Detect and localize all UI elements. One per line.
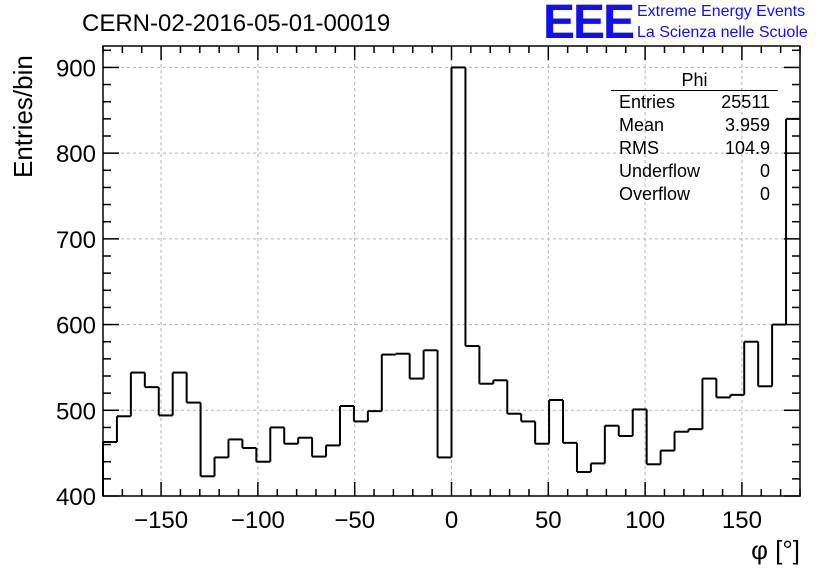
x-tick-label: 50 (535, 507, 562, 534)
stat-value: 104.9 (724, 138, 770, 158)
stat-label: Entries (619, 92, 676, 112)
eee-logo: EEE (543, 0, 635, 49)
x-tick-label: 150 (722, 507, 762, 534)
y-tick-label: 800 (56, 141, 96, 168)
stat-label: RMS (619, 138, 659, 158)
y-tick-label: 400 (56, 484, 96, 511)
stat-value: 3.959 (724, 115, 770, 135)
stat-row-underflow: Underflow 0 (611, 160, 778, 183)
x-tick-label: −100 (231, 507, 285, 534)
y-tick-label: 500 (56, 398, 96, 425)
stat-label: Overflow (619, 184, 691, 204)
x-tick-label: 100 (625, 507, 665, 534)
stat-row-entries: Entries 25511 (611, 91, 778, 114)
x-tick-label: −50 (334, 507, 375, 534)
y-tick-label: 700 (56, 227, 96, 254)
stat-row-mean: Mean 3.959 (611, 114, 778, 137)
stats-box: Phi Entries 25511 Mean 3.959 RMS 104.9 U… (611, 70, 778, 206)
y-axis-label: Entries/bin (8, 55, 38, 178)
stat-value: 25511 (721, 92, 770, 112)
tick-layer (102, 46, 801, 497)
chart-title: CERN-02-2016-05-01-00019 (82, 10, 391, 37)
y-tick-label: 900 (56, 55, 96, 82)
stat-row-rms: RMS 104.9 (611, 137, 778, 160)
stat-row-overflow: Overflow 0 (611, 183, 778, 206)
x-axis-label: φ [°] (751, 535, 800, 565)
logo-caption-line1: Extreme Energy Events (637, 3, 806, 20)
x-tick-label: 0 (445, 507, 458, 534)
stat-value: 0 (759, 184, 770, 204)
stat-label: Underflow (619, 161, 701, 181)
stat-label: Mean (619, 115, 665, 135)
stats-box-title: Phi (611, 70, 778, 91)
tick-label-layer: −150 −100 −50 0 50 100 150 400 500 600 700 800 900 (56, 55, 762, 534)
x-tick-label: −150 (134, 507, 188, 534)
stat-value: 0 (759, 161, 770, 181)
y-tick-label: 600 (56, 313, 96, 340)
logo-caption-line2: La Scienza nelle Scuole (637, 24, 808, 41)
